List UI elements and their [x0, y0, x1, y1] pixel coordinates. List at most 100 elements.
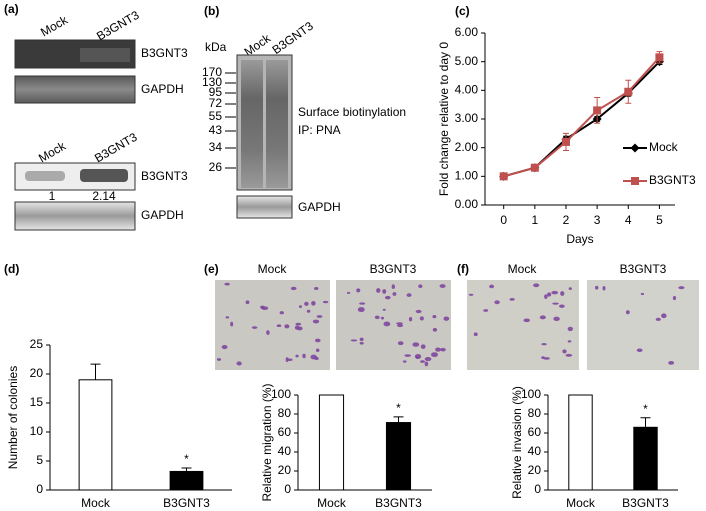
cell [296, 326, 303, 331]
cell [322, 300, 329, 304]
cell [558, 304, 565, 308]
cell [350, 339, 358, 342]
cell [284, 324, 290, 329]
cell [276, 324, 282, 328]
y-axis-label: Fold change relative to day 0 [437, 42, 451, 196]
cell [406, 293, 412, 297]
point [624, 87, 633, 96]
cell [468, 293, 474, 296]
cell [311, 300, 316, 306]
micrograph [215, 280, 330, 370]
cell [236, 361, 242, 366]
cell [357, 307, 365, 313]
marker-label: 43 [209, 123, 223, 137]
series-line [503, 60, 661, 178]
x-tick-label: B3GNT3 [163, 496, 210, 510]
blot [236, 195, 293, 219]
cell [359, 302, 366, 305]
y-tick-label: 1.00 [455, 169, 479, 183]
cell [383, 321, 391, 327]
y-tick-label: 15 [30, 395, 44, 409]
cell [443, 316, 450, 321]
cell [295, 354, 299, 358]
caption: IP: PNA [298, 123, 341, 137]
legend-marker [630, 143, 640, 153]
cell [391, 284, 396, 290]
cell [543, 357, 550, 360]
cell [420, 344, 426, 349]
cell [562, 349, 567, 354]
cell [415, 309, 422, 314]
cell [298, 305, 302, 308]
band [80, 169, 128, 182]
y-tick-label: 6.00 [455, 25, 479, 39]
y-tick-label: 5 [36, 453, 43, 467]
lane [266, 60, 288, 188]
significance: * [396, 401, 401, 415]
marker-label: 26 [209, 160, 223, 174]
cell [435, 347, 441, 352]
cell [374, 315, 380, 320]
y-tick-label: 0 [36, 482, 43, 496]
cell [245, 300, 250, 305]
series-line [503, 56, 661, 178]
image-label: Mock [508, 262, 538, 276]
cell [384, 295, 391, 300]
image-label: Mock [258, 262, 288, 276]
cell [625, 310, 630, 315]
cell [489, 284, 495, 289]
error-bar [181, 467, 192, 472]
quantification: 2.14 [92, 189, 116, 203]
cell [356, 288, 361, 293]
cell [565, 353, 573, 357]
error-bar [393, 416, 404, 423]
cell [314, 338, 321, 343]
cell [595, 285, 599, 290]
cell [316, 315, 323, 318]
bar [633, 426, 658, 491]
x-tick-label: 2 [563, 213, 570, 227]
panel-label: (c) [455, 4, 470, 18]
y-tick-label: 20 [528, 463, 542, 477]
cell [420, 360, 426, 363]
cell [310, 354, 317, 360]
panel-label: (b) [204, 4, 219, 18]
cell [408, 317, 413, 322]
cell [551, 290, 559, 295]
band [80, 48, 130, 62]
cell [224, 282, 230, 286]
image-label: B3GNT3 [620, 262, 667, 276]
cell [567, 326, 574, 332]
x-tick-label: 4 [625, 213, 632, 227]
cell [602, 286, 606, 291]
cell [432, 315, 437, 319]
y-tick-label: 0.00 [455, 197, 479, 211]
cell [376, 288, 381, 293]
cell [304, 301, 309, 306]
cell [295, 322, 302, 326]
cell [668, 360, 675, 365]
cell [431, 352, 438, 358]
point [530, 163, 539, 172]
y-tick-label: 20 [30, 366, 44, 380]
cell [678, 286, 685, 290]
x-tick-label: Mock [566, 496, 596, 510]
cell [419, 316, 424, 321]
y-tick-label: 4.00 [455, 83, 479, 97]
cell [315, 348, 320, 352]
lane [241, 60, 263, 188]
cell [221, 345, 228, 350]
cell [225, 316, 230, 319]
cell [216, 358, 222, 361]
panel-label: (d) [4, 262, 19, 276]
cell [306, 309, 311, 313]
quantification: 1 [49, 189, 56, 203]
cell [424, 357, 432, 362]
cell [396, 322, 403, 325]
cell [655, 317, 661, 321]
cell [432, 327, 438, 332]
y-tick-label: 100 [271, 387, 291, 401]
cell [359, 341, 364, 345]
x-tick-label: B3GNT3 [375, 496, 422, 510]
